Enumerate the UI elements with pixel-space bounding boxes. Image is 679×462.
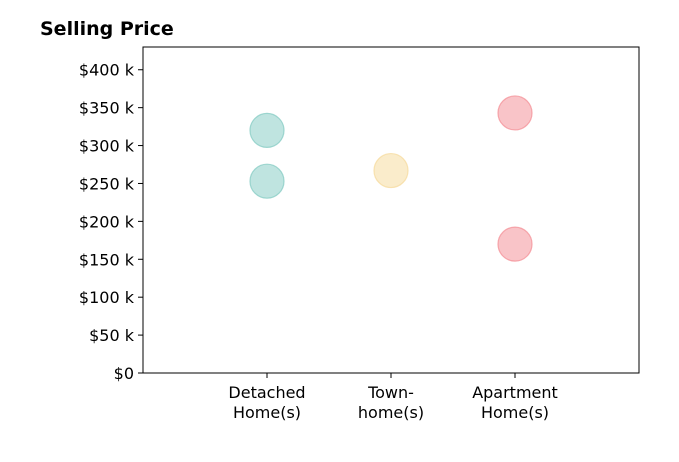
- y-tick-label: $250 k: [79, 174, 135, 193]
- y-tick-label: $400 k: [79, 61, 135, 80]
- y-tick-label: $200 k: [79, 212, 135, 231]
- x-tick-label: Apartment Home(s): [472, 383, 558, 422]
- y-tick-label: $150 k: [79, 250, 135, 269]
- x-tick-label: Town-home(s): [358, 383, 424, 422]
- data-point: [497, 95, 533, 131]
- chart-title: Selling Price: [40, 18, 174, 40]
- data-point: [497, 226, 533, 262]
- y-axis: $0 $50 k $100 k $150 k $200 k $250 k $300 k $35…: [79, 61, 143, 383]
- x-axis: Detached Home(s) Town-home(s) Apartment Home…: [228, 373, 558, 422]
- data-point: [373, 152, 409, 189]
- x-tick-label: Detached Home(s): [228, 383, 305, 422]
- data-points: [249, 95, 533, 262]
- data-point: [249, 112, 285, 148]
- y-tick-label: $300 k: [79, 137, 135, 156]
- y-tick-label: $50 k: [89, 326, 135, 345]
- data-point: [249, 163, 285, 199]
- y-tick-label: $350 k: [79, 99, 135, 118]
- plot-area: [142, 46, 640, 374]
- y-tick-label: $100 k: [79, 288, 135, 307]
- y-tick-label: $0: [114, 364, 134, 383]
